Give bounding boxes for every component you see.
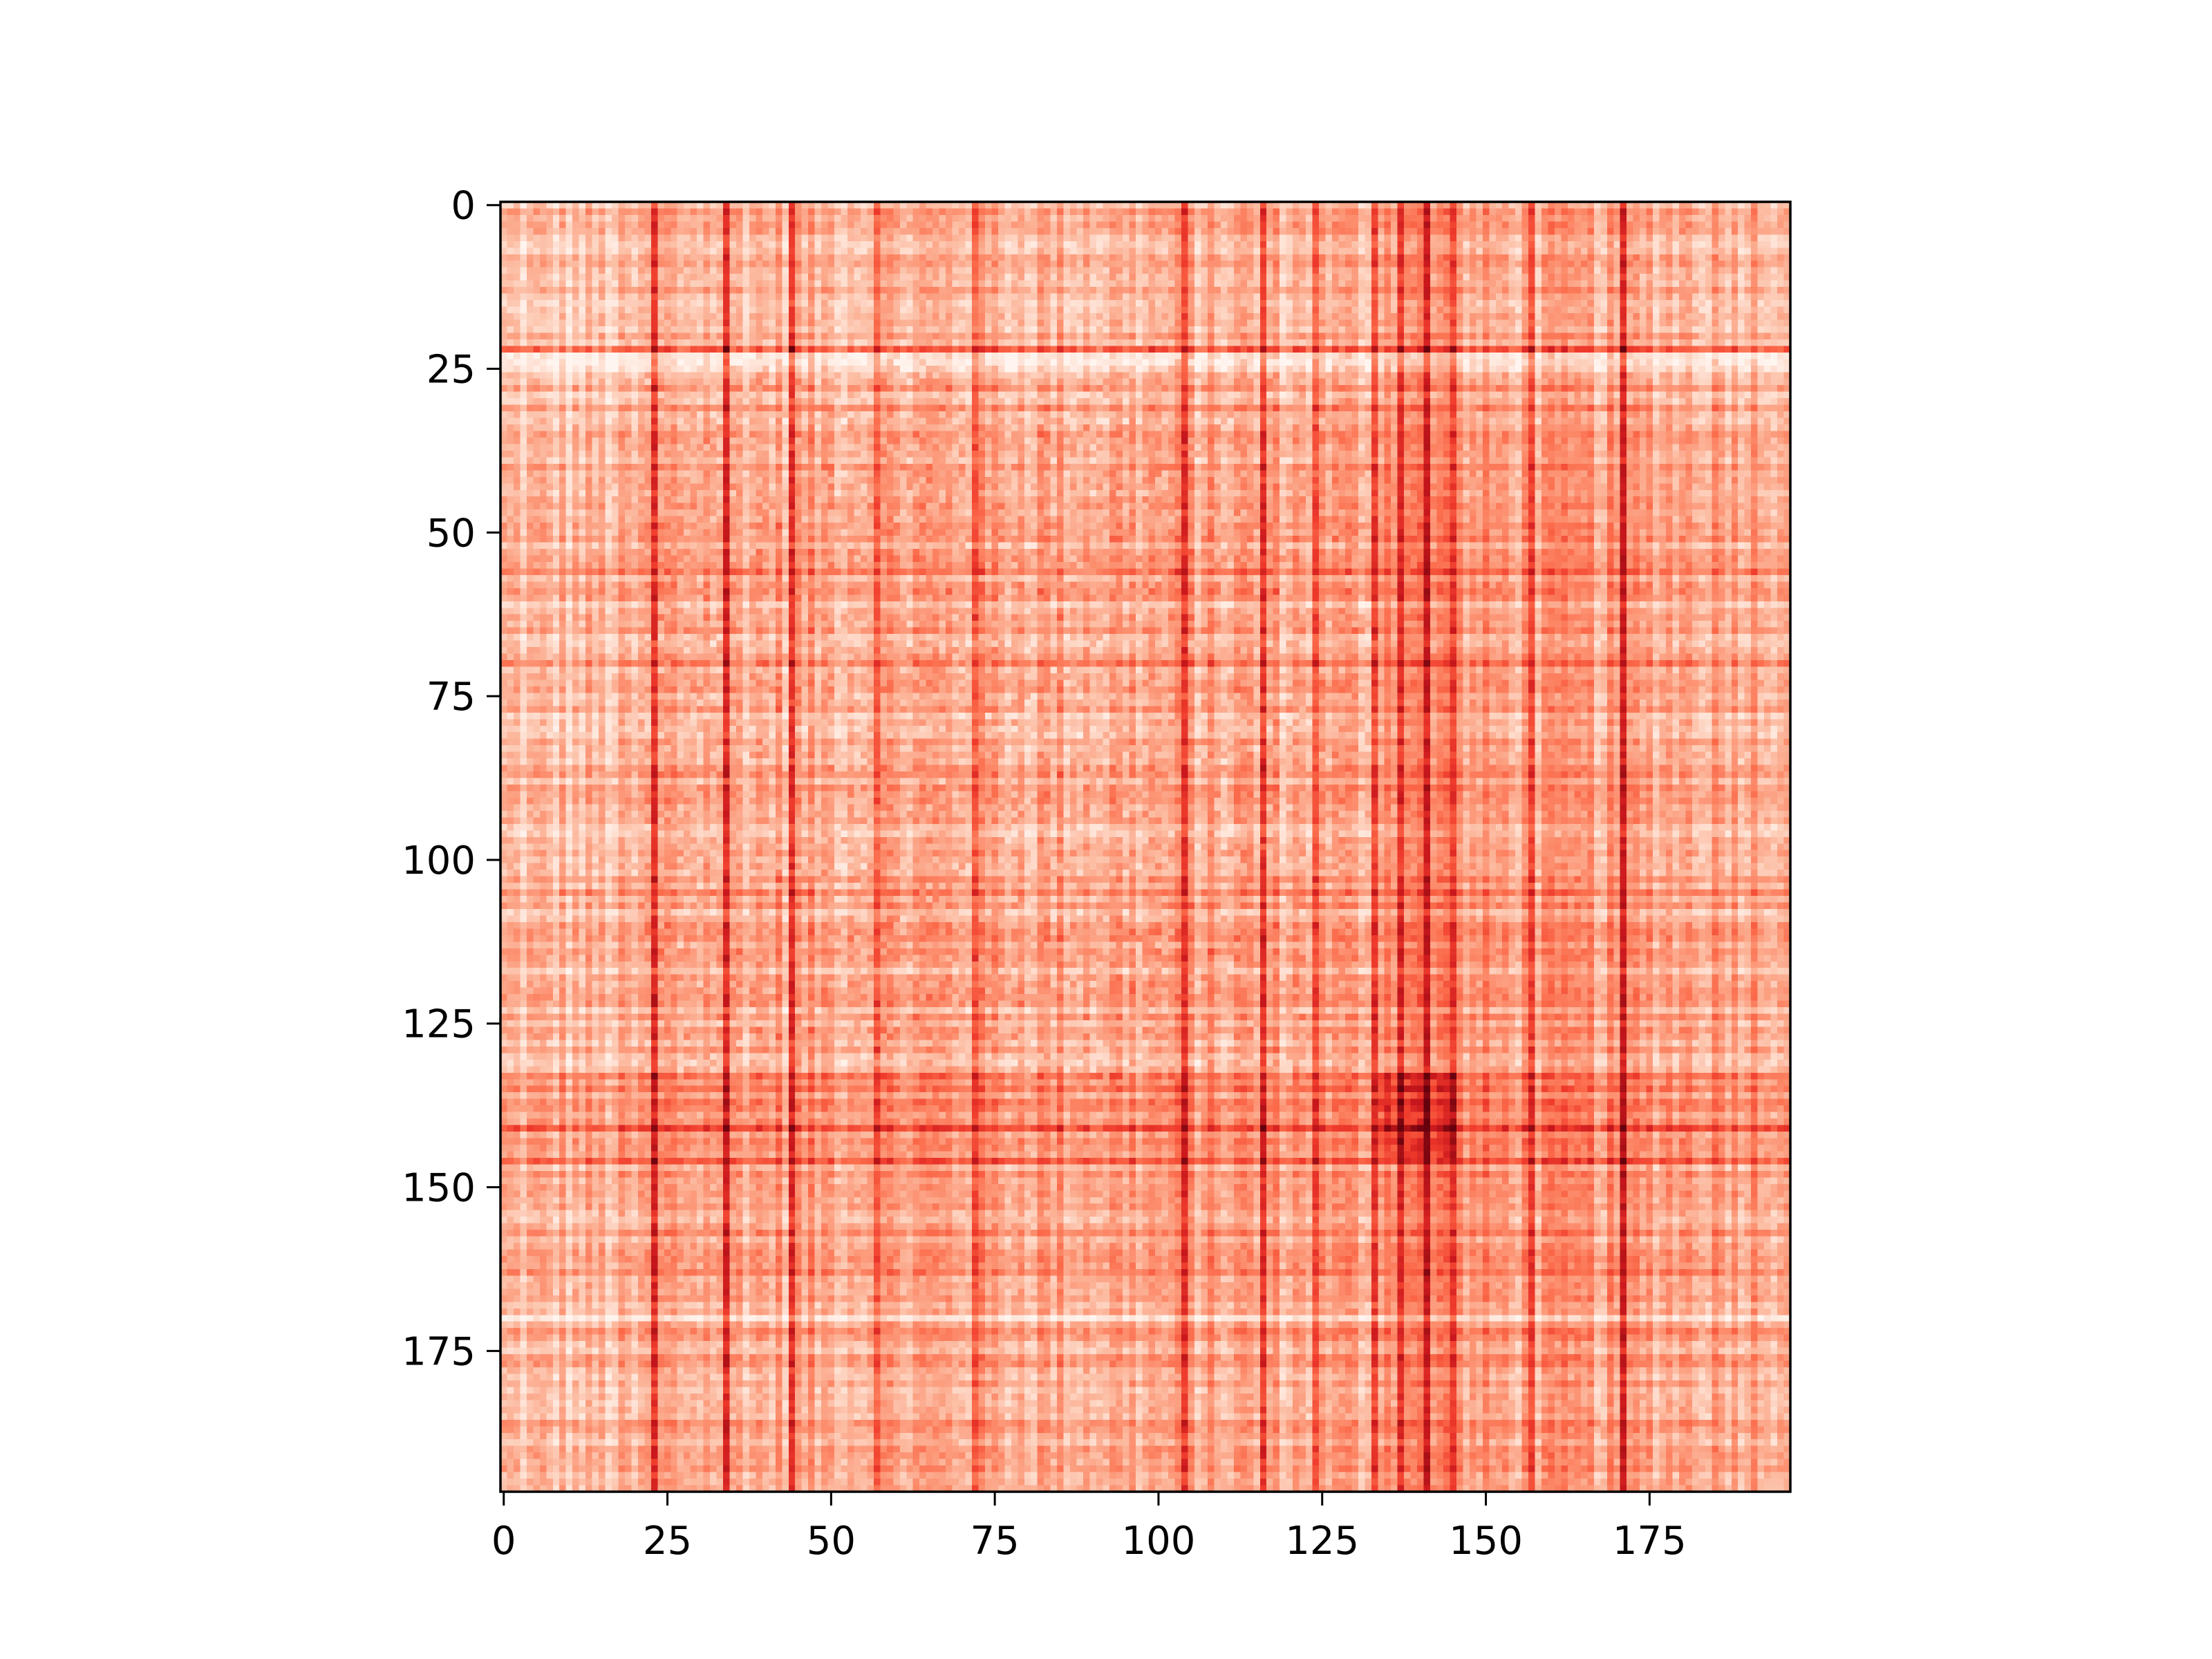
- x-tick-label: 125: [1285, 1519, 1359, 1564]
- axes-frame: [499, 200, 1792, 1493]
- x-tick-label: 175: [1613, 1519, 1687, 1564]
- y-tick-label: 25: [427, 348, 476, 393]
- y-tick-label: 125: [402, 1002, 476, 1047]
- x-tick-label: 150: [1449, 1519, 1523, 1564]
- x-tick-label: 100: [1121, 1519, 1195, 1564]
- x-axis: 0 25 50 75 100 125 150 175: [491, 1492, 1687, 1564]
- x-tick-label: 75: [971, 1519, 1020, 1564]
- y-tick-label: 150: [402, 1166, 476, 1211]
- y-tick-label: 75: [427, 675, 476, 720]
- y-tick-label: 100: [402, 838, 476, 883]
- heatmap-image: [500, 202, 1790, 1492]
- x-tick-label: 0: [491, 1519, 516, 1564]
- y-axis: 0 25 50 75 100 125 150 175: [402, 184, 500, 1374]
- y-tick-label: 0: [451, 184, 476, 229]
- y-tick-label: 50: [427, 511, 476, 556]
- y-tick-label: 175: [402, 1329, 476, 1374]
- x-tick-label: 50: [807, 1519, 856, 1564]
- x-tick-label: 25: [643, 1519, 692, 1564]
